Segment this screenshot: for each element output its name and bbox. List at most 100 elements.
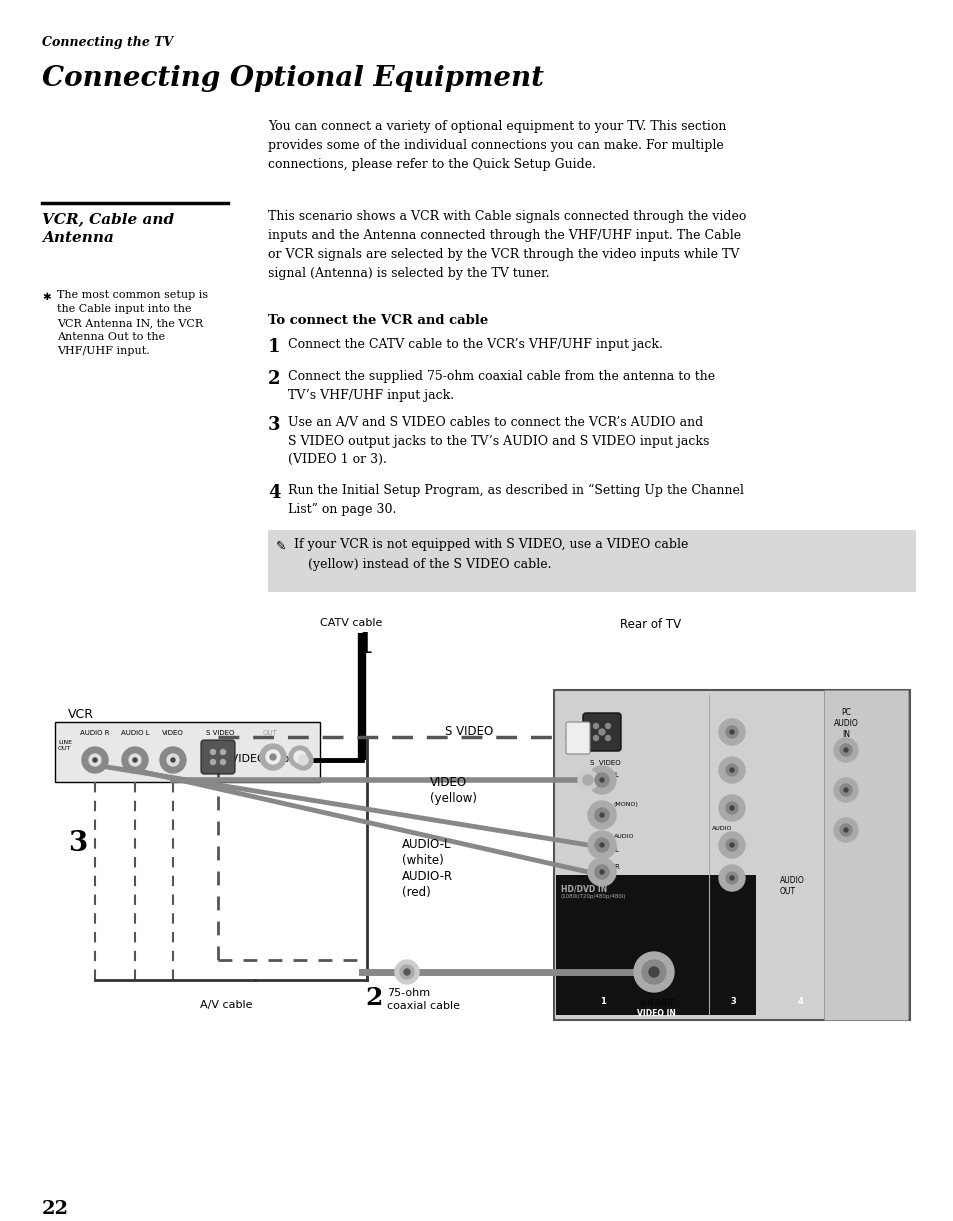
Text: VIDEO: VIDEO (162, 730, 184, 736)
Text: AUDIO-L
(white)
AUDIO-R
(red): AUDIO-L (white) AUDIO-R (red) (401, 838, 453, 899)
Text: L: L (726, 834, 730, 840)
Circle shape (395, 960, 418, 984)
Text: Run the Initial Setup Program, as described in “Setting Up the Channel
List” on : Run the Initial Setup Program, as descri… (288, 484, 743, 515)
Circle shape (729, 875, 733, 880)
FancyBboxPatch shape (55, 722, 319, 781)
Text: IN: IN (297, 750, 305, 756)
Circle shape (89, 755, 101, 766)
Circle shape (220, 759, 225, 764)
Circle shape (171, 758, 174, 762)
Circle shape (587, 858, 616, 886)
Circle shape (729, 768, 733, 772)
Circle shape (719, 757, 744, 783)
Circle shape (605, 735, 610, 740)
Circle shape (641, 960, 665, 984)
Circle shape (840, 824, 851, 836)
Circle shape (587, 801, 616, 829)
Text: VCR: VCR (68, 708, 94, 720)
Circle shape (843, 788, 847, 792)
Circle shape (294, 751, 306, 763)
Circle shape (843, 748, 847, 752)
Text: If your VCR is not equipped with S VIDEO, use a VIDEO cable: If your VCR is not equipped with S VIDEO… (294, 538, 688, 551)
Circle shape (587, 766, 616, 794)
Circle shape (266, 750, 280, 764)
Text: 22: 22 (42, 1200, 69, 1219)
Text: VIDEO IN: VIDEO IN (636, 1009, 675, 1018)
FancyBboxPatch shape (201, 740, 234, 774)
Text: R: R (614, 864, 618, 871)
Circle shape (122, 747, 148, 773)
Circle shape (598, 729, 604, 735)
Text: Connect the supplied 75-ohm coaxial cable from the antenna to the
TV’s VHF/UHF i: Connect the supplied 75-ohm coaxial cabl… (288, 370, 715, 402)
Text: ℐℐ: ℐℐ (647, 987, 657, 996)
Text: 1: 1 (268, 338, 280, 357)
Circle shape (599, 842, 603, 847)
Circle shape (595, 864, 608, 879)
Circle shape (82, 747, 108, 773)
Circle shape (167, 755, 179, 766)
Text: ✱: ✱ (42, 292, 51, 302)
Circle shape (160, 747, 186, 773)
Circle shape (260, 744, 286, 770)
Text: 3: 3 (68, 830, 87, 857)
Circle shape (729, 842, 733, 847)
Circle shape (840, 744, 851, 756)
Circle shape (833, 778, 857, 802)
Text: 75-ohm
coaxial cable: 75-ohm coaxial cable (387, 988, 459, 1011)
FancyBboxPatch shape (823, 690, 907, 1020)
Circle shape (211, 759, 215, 764)
Text: Y: Y (726, 720, 731, 726)
Circle shape (297, 755, 308, 766)
Circle shape (578, 770, 598, 790)
Text: This scenario shows a VCR with Cable signals connected through the video
inputs : This scenario shows a VCR with Cable sig… (268, 210, 745, 280)
Text: S VIDEO: S VIDEO (444, 725, 493, 737)
Text: 4: 4 (797, 998, 803, 1006)
Text: OUT: OUT (262, 730, 277, 736)
Circle shape (595, 808, 608, 822)
Text: HD/DVD IN: HD/DVD IN (560, 884, 607, 893)
Circle shape (399, 965, 414, 979)
Circle shape (403, 969, 410, 976)
Circle shape (220, 750, 225, 755)
Circle shape (725, 726, 738, 737)
Circle shape (648, 967, 659, 977)
Circle shape (725, 764, 738, 777)
Circle shape (129, 755, 141, 766)
Circle shape (587, 832, 616, 860)
Text: 1: 1 (355, 632, 374, 659)
Circle shape (719, 832, 744, 858)
Text: L: L (614, 847, 618, 853)
Circle shape (293, 750, 313, 770)
Circle shape (833, 737, 857, 762)
Text: VIDEO
(yellow): VIDEO (yellow) (430, 777, 476, 805)
Circle shape (595, 838, 608, 852)
Text: (1080i/720p/480p/480i): (1080i/720p/480p/480i) (560, 894, 626, 899)
Text: 2: 2 (365, 987, 382, 1010)
Text: AUDIO
OUT: AUDIO OUT (780, 875, 804, 896)
Text: (yellow) instead of the S VIDEO cable.: (yellow) instead of the S VIDEO cable. (308, 558, 551, 571)
Text: A/V cable: A/V cable (200, 1000, 253, 1010)
Text: PC
AUDIO
IN: PC AUDIO IN (833, 708, 858, 739)
Circle shape (843, 828, 847, 832)
Text: R: R (726, 867, 731, 873)
Text: AUDIO L: AUDIO L (121, 730, 150, 736)
Text: Pb: Pb (725, 759, 734, 766)
Circle shape (92, 758, 97, 762)
Circle shape (725, 872, 738, 884)
Text: S VIDEO: S VIDEO (206, 730, 233, 736)
Circle shape (833, 818, 857, 842)
Circle shape (840, 784, 851, 796)
Text: AUDIO: AUDIO (614, 834, 634, 839)
Text: ✎: ✎ (275, 540, 286, 553)
Text: To connect the VCR and cable: To connect the VCR and cable (268, 314, 488, 327)
FancyBboxPatch shape (556, 875, 755, 1015)
Circle shape (599, 778, 603, 781)
Text: LINE
OUT: LINE OUT (58, 740, 71, 751)
Text: Connecting Optional Equipment: Connecting Optional Equipment (42, 65, 543, 92)
Text: 2: 2 (268, 370, 280, 388)
Circle shape (289, 746, 311, 768)
Text: 3: 3 (268, 416, 280, 433)
Text: AUDIO: AUDIO (711, 825, 732, 832)
Text: You can connect a variety of optional equipment to your TV. This section
provide: You can connect a variety of optional eq… (268, 120, 725, 171)
Circle shape (605, 724, 610, 729)
